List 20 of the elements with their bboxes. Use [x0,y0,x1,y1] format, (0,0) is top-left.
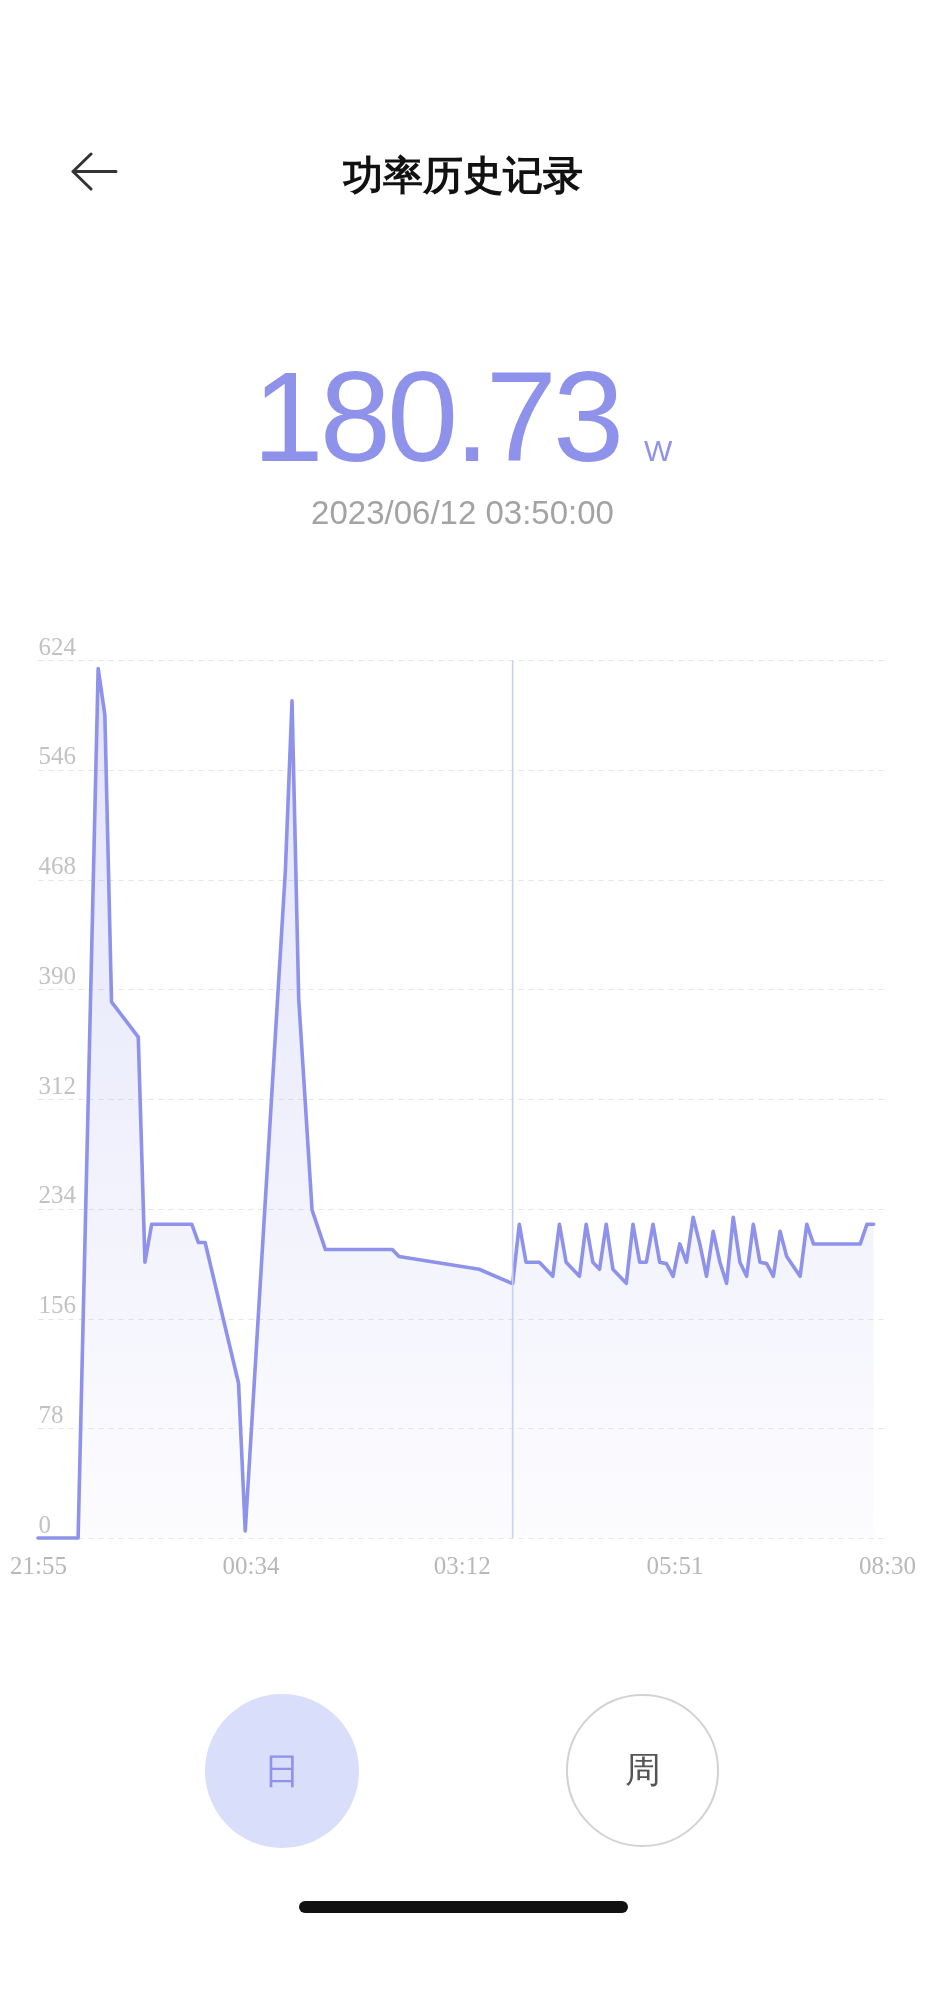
text: 180.73 [252,345,621,488]
day-button: 日 [205,1694,359,1848]
y-tick-label: 78 [38,1400,64,1428]
y-tick-label: 624 [38,632,77,660]
y-tick-label: 312 [38,1071,76,1099]
chart-title: 功率历史记录 [341,152,584,198]
y-tick-label: 390 [38,961,76,989]
text: 2023/06/12 03:50:00 [310,494,615,531]
y-tick-label: 0 [38,1510,51,1538]
text: W [644,434,673,467]
week-button: 周 [566,1694,719,1847]
x-tick-label: 21:55 [10,1551,67,1579]
x-tick-label: 03:12 [433,1551,491,1579]
y-tick-label: 234 [38,1181,77,1209]
x-tick-label: 05:51 [646,1551,704,1579]
y-tick-label: 546 [38,742,76,770]
x-tick-label: 08:30 [859,1551,916,1579]
y-tick-label: 156 [38,1291,76,1318]
x-tick-label: 00:34 [222,1551,281,1579]
y-tick-label: 468 [38,852,76,879]
